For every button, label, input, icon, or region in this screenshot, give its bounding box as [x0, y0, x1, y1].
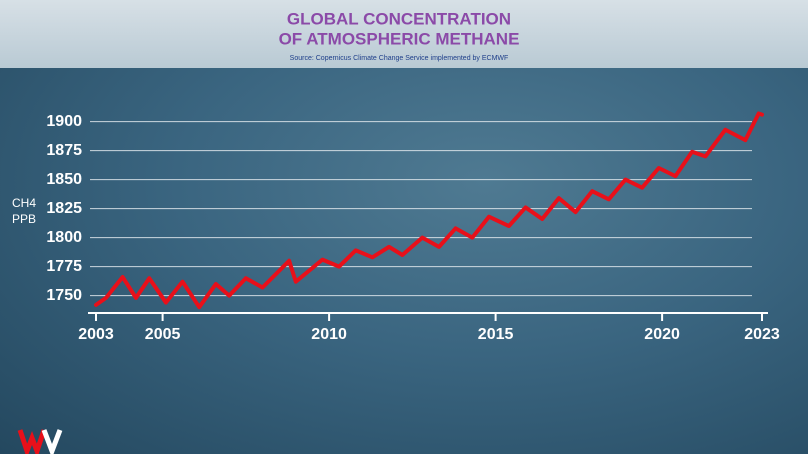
chart-title: GLOBAL CONCENTRATION: [287, 9, 511, 28]
y-tick-label: 1750: [46, 287, 82, 304]
y-axis-label: PPB: [12, 212, 36, 226]
x-tick-label: 2015: [478, 326, 514, 343]
logo-mark: [41, 429, 63, 454]
chart-title: OF ATMOSPHERIC METHANE: [279, 29, 520, 48]
y-axis-label: CH4: [12, 196, 36, 210]
data-line: [94, 111, 764, 310]
y-tick-label: 1800: [46, 229, 82, 246]
y-tick-label: 1875: [46, 142, 82, 159]
y-tick-label: 1775: [46, 258, 82, 275]
y-tick-label: 1900: [46, 113, 82, 130]
x-tick-label: 2023: [744, 326, 780, 343]
x-tick-label: 2005: [145, 326, 181, 343]
chart-source: Source: Copernicus Climate Change Servic…: [290, 55, 509, 62]
title-banner: [0, 0, 808, 68]
x-tick-label: 2010: [311, 326, 347, 343]
y-tick-label: 1850: [46, 171, 82, 188]
logo-mark: [17, 429, 47, 454]
y-tick-label: 1825: [46, 200, 82, 217]
x-tick-label: 2020: [644, 326, 680, 343]
x-tick-label: 2003: [78, 326, 114, 343]
logo: [17, 429, 63, 454]
